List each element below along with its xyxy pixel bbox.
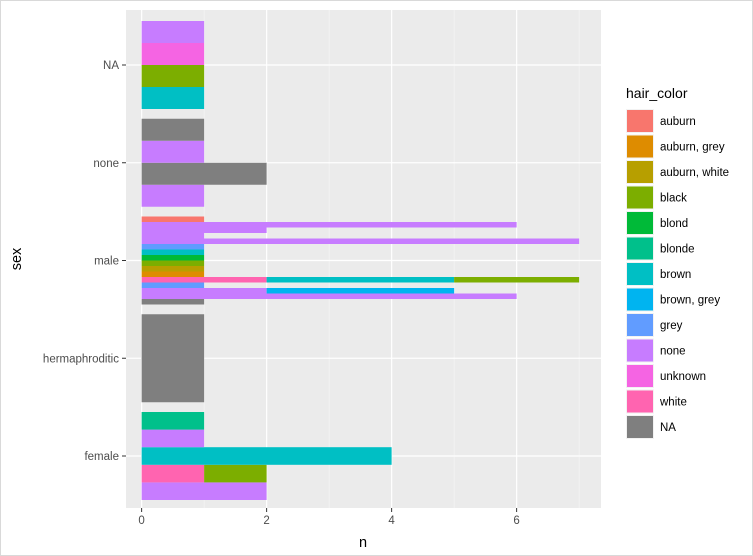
legend-label-auburn-white: auburn, white: [660, 167, 729, 179]
bar-female-none: [141, 482, 267, 500]
legend-label-none: none: [660, 346, 686, 358]
bar-na-unknown: [141, 43, 205, 65]
legend-label-brown-grey: brown, grey: [660, 295, 720, 307]
bar-male-auburn: [141, 216, 205, 222]
bar-male-brown-grey: [266, 288, 455, 294]
x-axis-title: n: [359, 535, 367, 551]
bar-female-black-white: [204, 464, 267, 483]
legend-label-grey: grey: [660, 320, 683, 332]
y-tick-label-none: none: [93, 158, 119, 170]
legend-title: hair_color: [626, 85, 688, 101]
bar-na-none: [141, 21, 205, 43]
y-tick-label-male: male: [94, 256, 119, 268]
legend-label-auburn: auburn: [660, 116, 696, 128]
legend-swatch-brown-grey: [627, 288, 653, 311]
legend: hair_color auburn auburn, grey auburn, whi…: [626, 85, 729, 439]
bar-male-blond: [141, 255, 205, 261]
legend-swatch-auburn-grey: [627, 135, 653, 158]
plot-panel: [126, 10, 601, 508]
bar-na-black: [141, 65, 205, 87]
legend-label-auburn-grey: auburn, grey: [660, 142, 725, 154]
bar-male-brown: [141, 249, 205, 255]
bar-male-black: [141, 260, 205, 266]
bar-na-brown: [141, 87, 205, 109]
x-tick-label: 4: [388, 515, 395, 527]
legend-swatch-white: [627, 390, 653, 413]
bar-male-brown-black: [454, 277, 580, 283]
legend-label-blond: blond: [660, 218, 688, 230]
bar-hermaphroditic-na: [141, 314, 205, 403]
y-tick-label-hermaphroditic: hermaphroditic: [43, 353, 119, 365]
legend-label-white: white: [659, 397, 687, 409]
legend-label-blonde: blonde: [660, 244, 695, 256]
bar-male-none: [141, 238, 580, 244]
bar-female-blonde: [141, 412, 205, 430]
bar-male-none: [141, 233, 205, 239]
bar-male-na: [141, 299, 205, 305]
bar-male-auburn-white: [141, 266, 205, 272]
legend-swatch-unknown: [627, 365, 653, 387]
bar-male-grey: [141, 282, 205, 288]
x-tick-label: 0: [138, 515, 144, 527]
legend-label-na: NA: [660, 422, 676, 434]
legend-swatch-brown: [627, 263, 653, 285]
bar-none-none: [141, 184, 205, 207]
legend-label-unknown: unknown: [660, 371, 706, 383]
bar-male-brown-black: [266, 277, 455, 283]
legend-swatch-grey: [627, 314, 653, 336]
legend-swatch-black: [627, 186, 653, 209]
bar-female-brown: [141, 447, 392, 465]
legend-label-black: black: [660, 193, 687, 205]
legend-swatch-none: [627, 339, 653, 362]
bar-female-black-white: [141, 464, 205, 483]
y-axis: female hermaphroditic male none NA: [43, 60, 126, 463]
legend-swatch-na: [627, 416, 653, 438]
bar-male-brown-black: [141, 277, 267, 283]
gridlines: [126, 10, 601, 508]
bar-male-none: [141, 227, 267, 233]
x-tick-label: 2: [263, 515, 269, 527]
bar-none-na: [141, 118, 205, 141]
bars: [141, 21, 580, 500]
legend-swatch-blond: [627, 212, 653, 234]
bar-none-na: [141, 162, 267, 185]
legend-label-brown: brown: [660, 269, 691, 281]
bar-male-grey: [141, 244, 205, 250]
bar-male-auburn-grey: [141, 271, 205, 277]
legend-swatch-auburn: [627, 110, 653, 132]
bar-male-none: [141, 222, 517, 228]
bar-male-brown-grey: [141, 288, 267, 294]
bar-female-none: [141, 429, 205, 448]
x-tick-label: 6: [513, 515, 519, 527]
bar-male-none: [141, 293, 517, 299]
legend-swatch-auburn-white: [627, 161, 653, 183]
y-axis-title: sex: [9, 247, 25, 270]
y-tick-label-na: NA: [103, 60, 119, 72]
x-axis: 0 2 4 6: [138, 508, 520, 527]
bar-none-none: [141, 140, 205, 163]
legend-swatch-blonde: [627, 237, 653, 260]
y-tick-label-female: female: [84, 451, 119, 463]
